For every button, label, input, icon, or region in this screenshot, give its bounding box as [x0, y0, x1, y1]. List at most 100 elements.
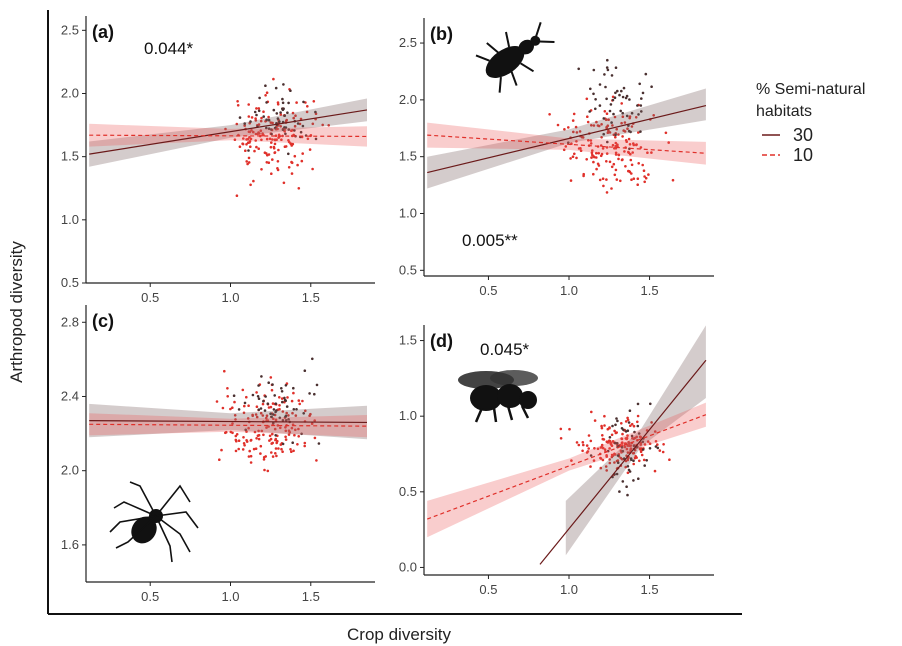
y-tick-label: 2.8 [61, 314, 79, 329]
data-point [577, 68, 580, 71]
data-point [259, 452, 262, 455]
data-point [618, 94, 621, 97]
data-point [601, 427, 604, 430]
data-point [313, 100, 316, 103]
data-point [277, 149, 280, 152]
data-point [604, 86, 607, 89]
data-point [672, 179, 675, 182]
data-point [267, 381, 270, 384]
data-point [265, 101, 268, 104]
data-point [622, 480, 625, 483]
data-point [248, 157, 251, 160]
significance-annotation: 0.044* [144, 39, 194, 58]
data-point [291, 441, 294, 444]
data-point [245, 160, 248, 163]
data-point [264, 455, 267, 458]
data-point [662, 443, 665, 446]
data-point [247, 141, 250, 144]
data-point [642, 92, 645, 95]
significance-annotation: 0.005** [462, 231, 518, 250]
data-point [266, 91, 269, 94]
data-point [275, 402, 278, 405]
data-point [612, 113, 615, 116]
data-point [255, 146, 258, 149]
data-point [620, 102, 623, 105]
data-point [274, 452, 277, 455]
data-point [248, 161, 251, 164]
data-point [281, 450, 284, 453]
data-point [616, 178, 619, 181]
data-point [606, 66, 609, 69]
data-point [237, 104, 240, 107]
data-point [610, 187, 613, 190]
data-point [266, 161, 269, 164]
data-point [272, 78, 275, 81]
data-point [589, 88, 592, 91]
data-point [318, 442, 321, 445]
legend-title-line1: % Semi-natural [756, 81, 865, 98]
data-point [622, 96, 625, 99]
data-point [645, 459, 648, 462]
x-tick-label: 1.5 [302, 589, 320, 604]
data-point [249, 145, 252, 148]
data-point [593, 69, 596, 72]
data-point [289, 89, 292, 92]
data-point [599, 179, 602, 182]
data-point [282, 443, 285, 446]
data-point [640, 104, 643, 107]
data-point [247, 103, 250, 106]
data-point [260, 375, 263, 378]
data-point [281, 390, 284, 393]
data-point [314, 437, 317, 440]
data-point [629, 409, 632, 412]
data-point [276, 112, 279, 115]
data-point [287, 153, 290, 156]
data-point [269, 435, 272, 438]
data-point [278, 404, 281, 407]
data-point [258, 397, 261, 400]
panel-b: 0.5 1.0 1.50.51.01.52.02.5 (b)0.005** [399, 11, 714, 298]
data-point [623, 87, 626, 90]
x-tick-label: 0.5 [141, 290, 159, 305]
data-point [257, 147, 260, 150]
data-point [309, 148, 312, 151]
data-point [633, 177, 636, 180]
data-point [603, 424, 606, 427]
data-point [295, 101, 298, 104]
data-point [275, 442, 278, 445]
data-point [615, 431, 618, 434]
data-point [263, 469, 266, 472]
data-point [255, 114, 258, 117]
data-point [587, 121, 590, 124]
data-point [665, 132, 668, 135]
data-point [590, 440, 593, 443]
data-point [627, 429, 630, 432]
panels: 0.5 1.0 1.50.51.01.52.02.5 (a)0.044*0.5 1.0 1… [61, 11, 714, 604]
data-point [548, 113, 551, 116]
data-point [630, 178, 633, 181]
data-point [264, 84, 267, 87]
data-point [638, 83, 641, 86]
data-point [602, 185, 605, 188]
data-point [575, 157, 578, 160]
data-point [643, 464, 646, 467]
data-point [586, 115, 589, 118]
data-point [621, 433, 624, 436]
y-tick-label: 0.5 [61, 275, 79, 290]
data-point [631, 164, 634, 167]
data-point [654, 470, 657, 473]
data-point [284, 399, 287, 402]
data-point [614, 96, 617, 99]
data-point [605, 178, 608, 181]
data-point [636, 183, 639, 186]
data-point [233, 394, 236, 397]
data-point [590, 411, 593, 414]
data-point [275, 87, 278, 90]
data-point [303, 445, 306, 448]
legend: % Semi-natural habitats 30 10 [756, 81, 865, 165]
data-point [250, 439, 253, 442]
data-point [655, 445, 658, 448]
data-point [236, 100, 239, 103]
y-tick-label: 2.4 [61, 388, 79, 403]
